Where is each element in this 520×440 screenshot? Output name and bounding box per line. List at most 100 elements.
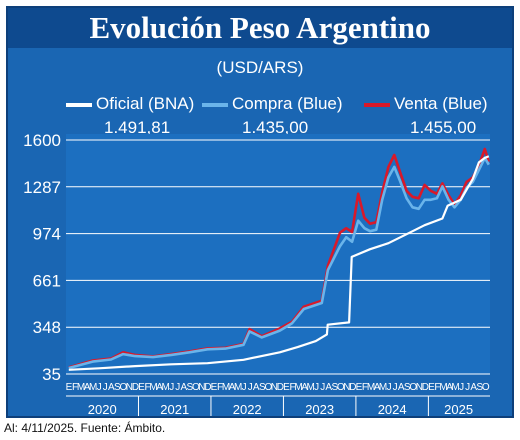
x-tick-label-month: A: [108, 382, 115, 393]
legend-swatch-oficial: [66, 103, 92, 107]
x-tick-label-month: E: [66, 382, 73, 393]
x-tick-label-month: E: [428, 382, 435, 393]
x-tick-label-month: F: [362, 382, 368, 393]
x-tick-label-month: O: [409, 382, 417, 393]
x-tick-label-month: F: [144, 382, 150, 393]
y-tick-label: 348: [33, 318, 61, 337]
x-tick-label-month: A: [470, 382, 477, 393]
x-tick-label-year: 2021: [160, 402, 189, 416]
x-tick-label-month: F: [289, 382, 295, 393]
x-tick-label-month: M: [451, 382, 459, 393]
legend-label-compra: Compra (Blue): [232, 94, 343, 113]
y-tick-label: 1287: [23, 178, 61, 197]
x-tick-label-month: O: [192, 382, 200, 393]
x-tick-label-month: E: [283, 382, 290, 393]
x-tick-label-month: A: [180, 382, 187, 393]
x-tick-label-year: 2022: [233, 402, 262, 416]
x-tick-label-month: N: [343, 382, 350, 393]
x-tick-label-month: S: [404, 382, 411, 393]
x-tick-label-month: S: [114, 382, 121, 393]
legend-swatch-compra: [202, 103, 228, 107]
x-tick-label-month: J: [169, 382, 174, 393]
series-line-compra: [68, 156, 490, 370]
x-tick-label-month: S: [186, 382, 193, 393]
x-tick-label-month: J: [314, 382, 319, 393]
x-tick-label-month: A: [156, 382, 163, 393]
x-tick-label-month: A: [446, 382, 453, 393]
x-tick-label-month: E: [356, 382, 363, 393]
legend-swatch-venta: [364, 103, 390, 107]
unit-label: (USD/ARS): [216, 58, 304, 77]
x-tick-label-month: J: [175, 382, 180, 393]
x-tick-label-month: N: [198, 382, 205, 393]
latest-value-oficial: 1.491,81: [104, 118, 171, 137]
x-tick-label-month: M: [306, 382, 314, 393]
x-tick-label-month: J: [242, 382, 247, 393]
x-tick-label-month: N: [126, 382, 133, 393]
x-tick-label-month: O: [337, 382, 345, 393]
x-tick-label-month: A: [325, 382, 332, 393]
x-tick-label-month: D: [204, 382, 211, 393]
x-tick-label-month: J: [97, 382, 102, 393]
x-tick-label-month: D: [349, 382, 356, 393]
chart-title: Evolución Peso Argentino: [89, 10, 431, 45]
x-tick-label-month: A: [84, 382, 91, 393]
y-tick-label: 1600: [23, 131, 61, 150]
x-tick-label-month: O: [119, 382, 127, 393]
x-tick-label-month: J: [320, 382, 325, 393]
latest-value-compra: 1.435,00: [242, 118, 309, 137]
x-tick-label-month: F: [217, 382, 223, 393]
x-tick-label-month: J: [103, 382, 108, 393]
x-tick-label-year: 2024: [378, 402, 407, 416]
x-tick-label-year: 2020: [88, 402, 117, 416]
legend-label-venta: Venta (Blue): [394, 94, 488, 113]
x-tick-label-month: M: [77, 382, 85, 393]
x-tick-label-month: M: [234, 382, 242, 393]
x-tick-label-month: J: [459, 382, 464, 393]
x-tick-label-month: E: [138, 382, 145, 393]
x-tick-label-month: D: [277, 382, 284, 393]
x-tick-label-month: O: [264, 382, 272, 393]
source-footnote: Al: 4/11/2025. Fuente: Ámbito.: [4, 421, 166, 435]
y-tick-label: 974: [33, 225, 61, 244]
legend-label-oficial: Oficial (BNA): [96, 94, 195, 113]
x-tick-label-month: E: [211, 382, 218, 393]
x-tick-label-month: M: [379, 382, 387, 393]
x-tick-label-month: S: [331, 382, 338, 393]
x-tick-label-month: D: [422, 382, 429, 393]
x-tick-label-month: M: [161, 382, 169, 393]
x-tick-label-month: S: [476, 382, 483, 393]
x-tick-label-month: J: [393, 382, 398, 393]
x-tick-label-month: D: [132, 382, 139, 393]
y-tick-label: 661: [33, 271, 61, 290]
x-tick-label-month: J: [387, 382, 392, 393]
x-tick-label-month: N: [416, 382, 423, 393]
y-tick-label: 35: [42, 365, 61, 384]
latest-value-venta: 1.455,00: [410, 118, 477, 137]
x-tick-label-month: A: [374, 382, 381, 393]
plot-area: [66, 134, 490, 374]
x-tick-label-month: M: [89, 382, 97, 393]
chart-panel: Evolución Peso Argentino (USD/ARS) Ofici…: [6, 6, 514, 418]
x-tick-label-month: J: [465, 382, 470, 393]
x-tick-label-month: M: [222, 382, 230, 393]
x-tick-label-month: N: [271, 382, 278, 393]
x-tick-label-month: A: [253, 382, 260, 393]
x-tick-label-month: M: [294, 382, 302, 393]
x-tick-label-month: F: [434, 382, 440, 393]
x-tick-label-month: J: [248, 382, 253, 393]
x-tick-label-month: M: [367, 382, 375, 393]
x-tick-label-month: M: [149, 382, 157, 393]
x-tick-label-month: A: [301, 382, 308, 393]
x-tick-label-month: A: [229, 382, 236, 393]
series-line-oficial: [68, 155, 490, 371]
x-tick-label-year: 2025: [444, 402, 473, 416]
x-tick-label-month: F: [72, 382, 78, 393]
x-tick-label-month: M: [439, 382, 447, 393]
x-tick-label-month: S: [259, 382, 266, 393]
x-tick-label-month: A: [398, 382, 405, 393]
title-bar: Evolución Peso Argentino: [8, 8, 512, 48]
x-tick-label-month: O: [482, 382, 490, 393]
x-tick-label-year: 2023: [305, 402, 334, 416]
